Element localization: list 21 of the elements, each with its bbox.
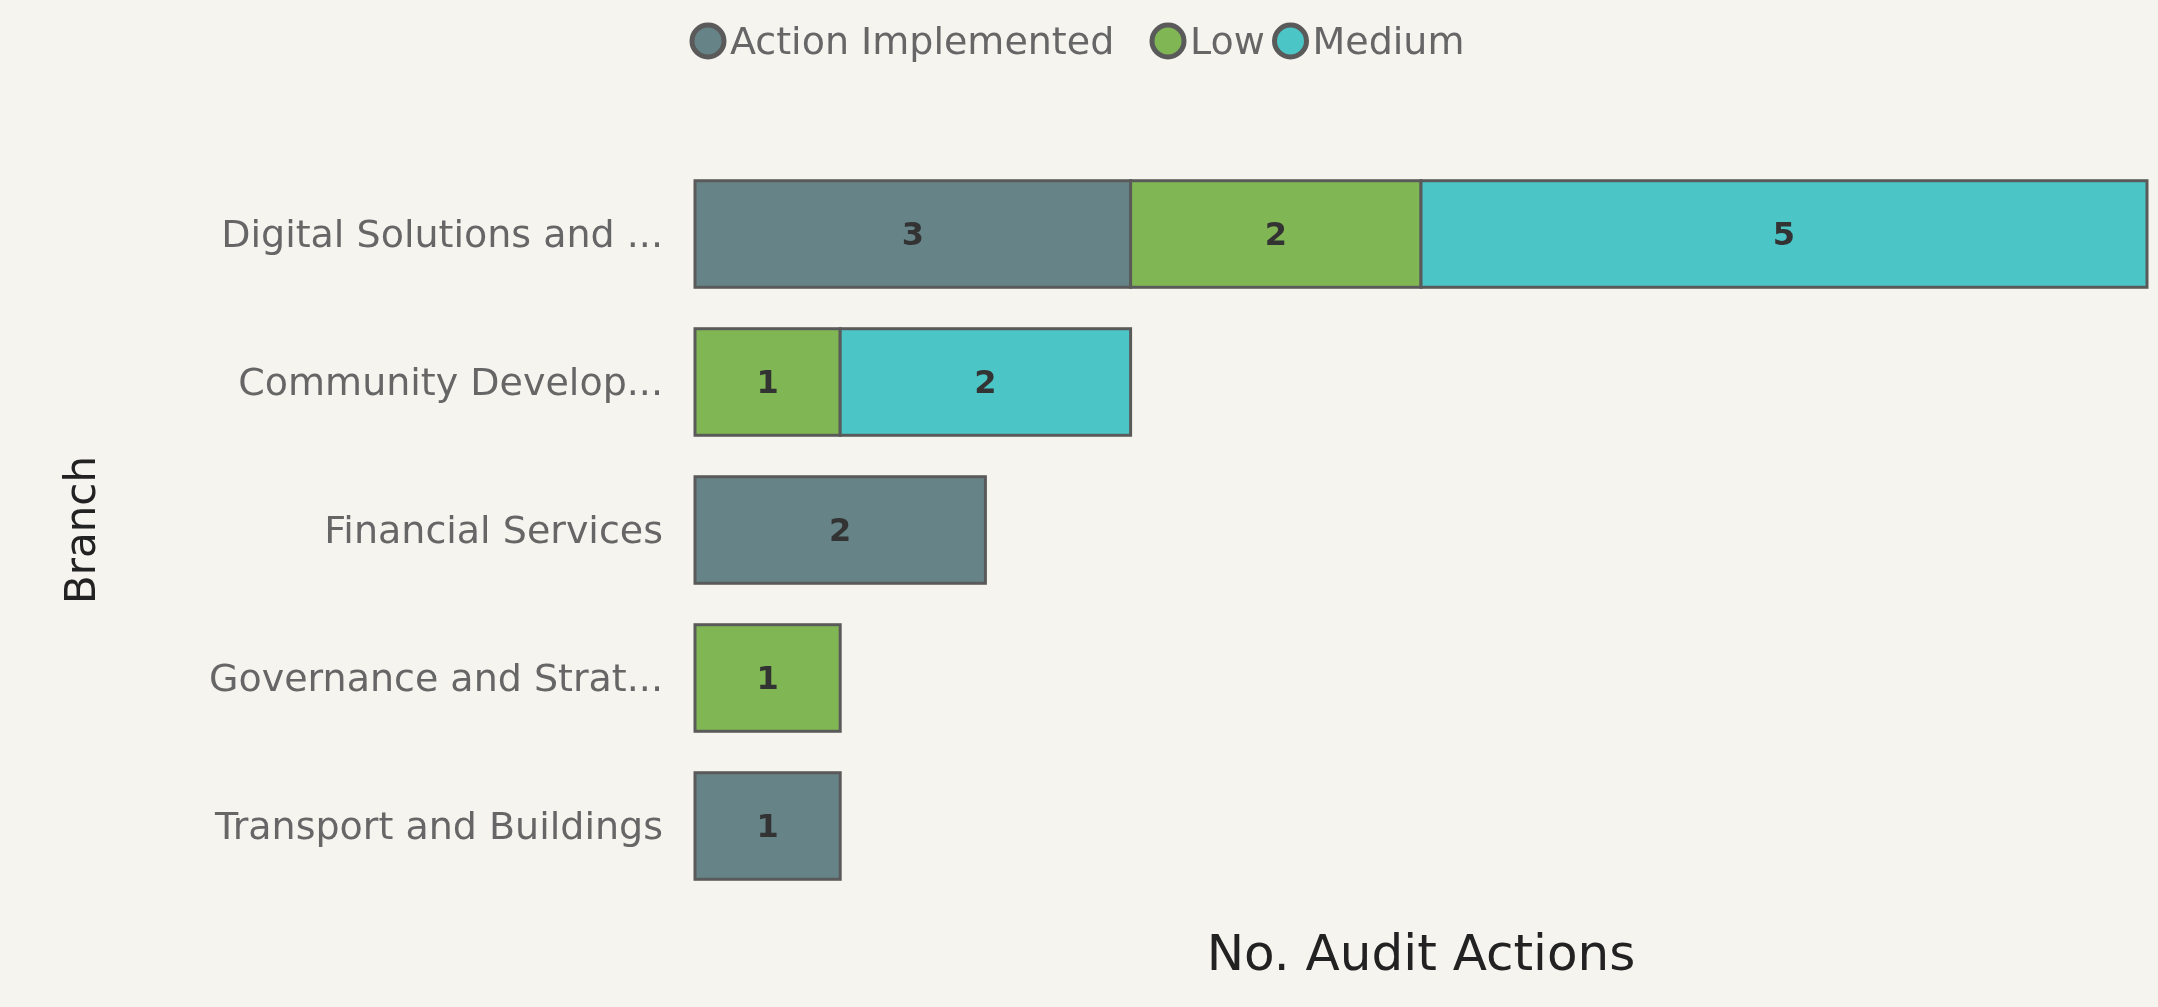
data-label: 1	[756, 363, 779, 402]
data-label: 1	[756, 807, 779, 846]
y-tick-label: Governance and Strat...	[209, 656, 663, 701]
data-label: 2	[1264, 215, 1287, 254]
bar	[693, 475, 987, 585]
y-tick-label: Financial Services	[324, 508, 663, 553]
legend-label: Low	[1190, 19, 1265, 64]
data-label: 3	[901, 215, 924, 254]
data-label: 1	[756, 659, 779, 698]
legend-label: Medium	[1312, 19, 1465, 64]
y-tick-label: Community Develop...	[238, 360, 663, 405]
y-tick-label: Transport and Buildings	[214, 804, 663, 849]
data-label: 2	[974, 363, 997, 402]
bar	[693, 771, 842, 881]
legend-label: Action Implemented	[730, 19, 1115, 64]
bar	[693, 623, 842, 733]
y-axis-title: Branch	[56, 455, 105, 605]
x-axis-title: No. Audit Actions	[1206, 924, 1636, 982]
data-label: 2	[829, 511, 852, 550]
data-label: 5	[1772, 215, 1796, 254]
y-tick-label: Digital Solutions and ...	[221, 212, 663, 257]
